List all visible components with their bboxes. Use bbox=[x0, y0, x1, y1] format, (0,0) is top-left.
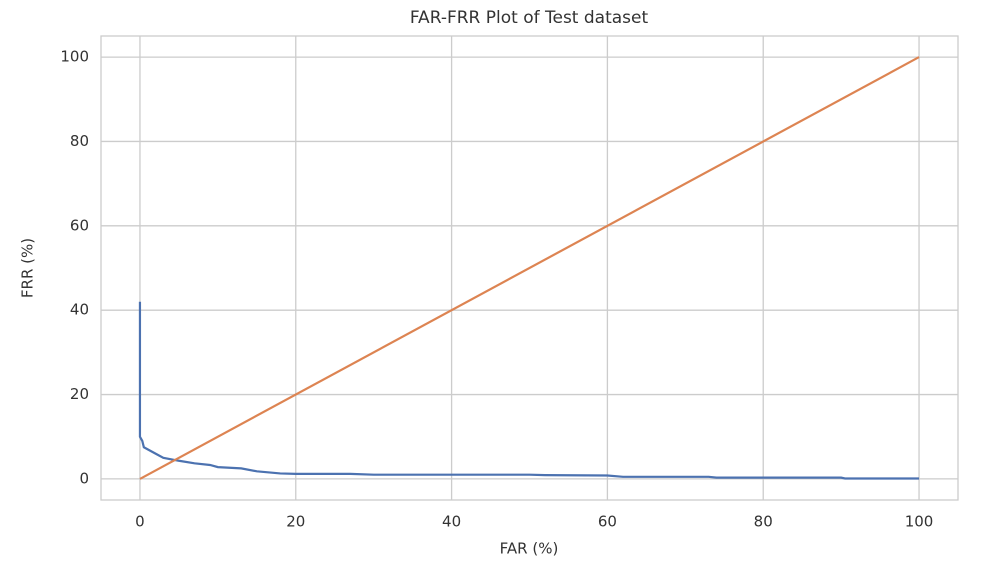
y-tick-label: 20 bbox=[70, 385, 89, 403]
y-axis-label: FRR (%) bbox=[19, 238, 37, 298]
x-tick-label: 80 bbox=[754, 513, 773, 531]
y-tick-label: 40 bbox=[70, 301, 89, 319]
y-tick-label: 60 bbox=[70, 216, 89, 234]
y-tick-label: 100 bbox=[60, 48, 89, 66]
x-tick-label: 40 bbox=[442, 513, 461, 531]
series-line bbox=[138, 301, 920, 480]
chart-title: FAR-FRR Plot of Test dataset bbox=[410, 8, 649, 28]
y-tick-label: 0 bbox=[79, 469, 89, 487]
series-line bbox=[139, 56, 920, 480]
x-tick-label: 0 bbox=[135, 513, 145, 531]
x-tick-label: 20 bbox=[286, 513, 305, 531]
y-tick-label: 80 bbox=[70, 132, 89, 150]
x-axis-label: FAR (%) bbox=[500, 540, 559, 558]
x-tick-label: 100 bbox=[905, 513, 934, 531]
x-tick-label: 60 bbox=[598, 513, 617, 531]
plot-frame bbox=[100, 35, 959, 501]
